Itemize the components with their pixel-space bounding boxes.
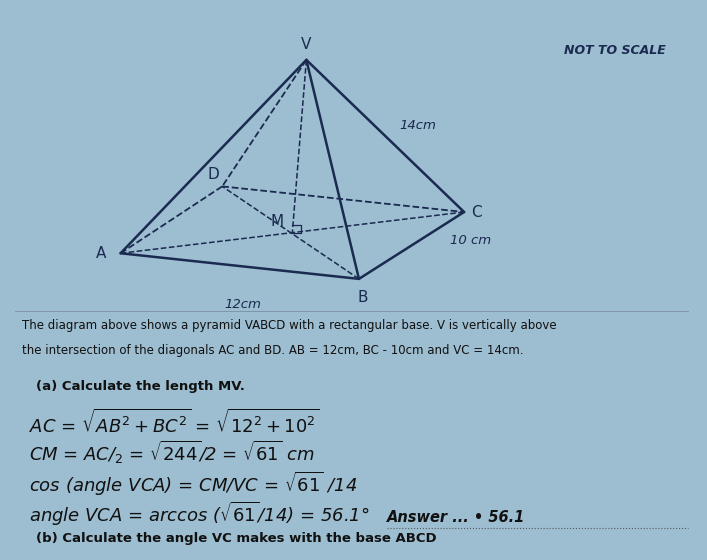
Text: 14cm: 14cm xyxy=(399,119,436,132)
Text: A: A xyxy=(96,246,107,261)
Text: AC = $\sqrt{AB^2+BC^2}$ = $\sqrt{12^2 + 10^2}$: AC = $\sqrt{AB^2+BC^2}$ = $\sqrt{12^2 + … xyxy=(30,408,320,437)
Text: NOT TO SCALE: NOT TO SCALE xyxy=(564,44,666,57)
Text: cos (angle VCA) = CM/VC = $\sqrt{61}$ /14: cos (angle VCA) = CM/VC = $\sqrt{61}$ /1… xyxy=(30,469,358,497)
Text: D: D xyxy=(208,167,219,182)
Text: 10 cm: 10 cm xyxy=(450,235,491,248)
Text: the intersection of the diagonals AC and BD. AB = 12cm, BC - 10cm and VC = 14cm.: the intersection of the diagonals AC and… xyxy=(23,344,524,357)
Text: V: V xyxy=(301,37,312,52)
Text: M: M xyxy=(271,214,284,229)
Text: The diagram above shows a pyramid VABCD with a rectangular base. V is vertically: The diagram above shows a pyramid VABCD … xyxy=(23,319,557,332)
Text: angle VCA = arccos ($\sqrt{61}$/14) = 56.1$°$: angle VCA = arccos ($\sqrt{61}$/14) = 56… xyxy=(30,500,370,528)
Text: B: B xyxy=(358,290,368,305)
Text: CM = AC/$_2$ = $\sqrt{244}$/2 = $\sqrt{61}$ cm: CM = AC/$_2$ = $\sqrt{244}$/2 = $\sqrt{6… xyxy=(30,439,315,466)
Text: Answer ... • 56.1: Answer ... • 56.1 xyxy=(387,510,525,525)
Text: (a) Calculate the length MV.: (a) Calculate the length MV. xyxy=(37,380,245,393)
Text: C: C xyxy=(471,204,481,220)
Text: (b) Calculate the angle VC makes with the base ABCD: (b) Calculate the angle VC makes with th… xyxy=(37,531,437,545)
Text: 12cm: 12cm xyxy=(225,298,262,311)
